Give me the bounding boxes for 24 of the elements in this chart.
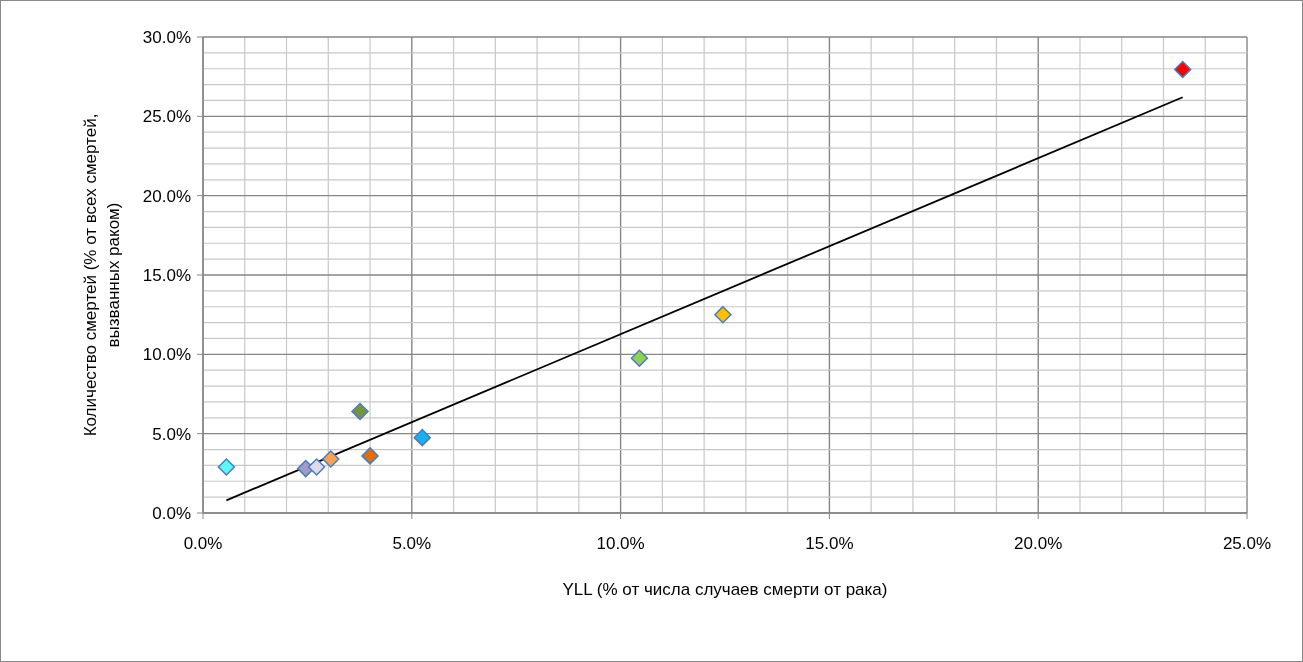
x-tick-label: 0.0%	[183, 534, 223, 553]
point	[361, 447, 379, 465]
y-tick-label: 25.0%	[142, 107, 191, 127]
point	[217, 458, 236, 476]
x-tick-label: 20.0%	[1014, 534, 1063, 553]
y-tick-label: 0.0%	[152, 503, 191, 523]
x-tick-label: 15.0%	[805, 534, 854, 553]
point	[714, 305, 732, 324]
x-tick-label: 10.0%	[596, 534, 645, 553]
point	[413, 428, 431, 447]
y-tick-label: 15.0%	[142, 265, 191, 285]
point	[630, 349, 649, 368]
y-tick-label: 30.0%	[142, 27, 191, 47]
point	[1173, 60, 1192, 79]
point	[322, 450, 340, 468]
x-tick-label: 5.0%	[392, 534, 432, 553]
point	[351, 402, 369, 421]
y-tick-label: 10.0%	[142, 345, 191, 365]
x-tick-label: 25.0%	[1222, 534, 1272, 553]
x-axis-title: YLL (% от числа случаев смерти от рака)	[562, 580, 888, 599]
y-tick-label: 20.0%	[142, 186, 191, 206]
y-axis-title: Количество смертей (% от всех смертей, вызванных раком)	[81, 113, 123, 437]
point	[307, 458, 326, 476]
y-tick-label: 5.0%	[152, 424, 191, 444]
